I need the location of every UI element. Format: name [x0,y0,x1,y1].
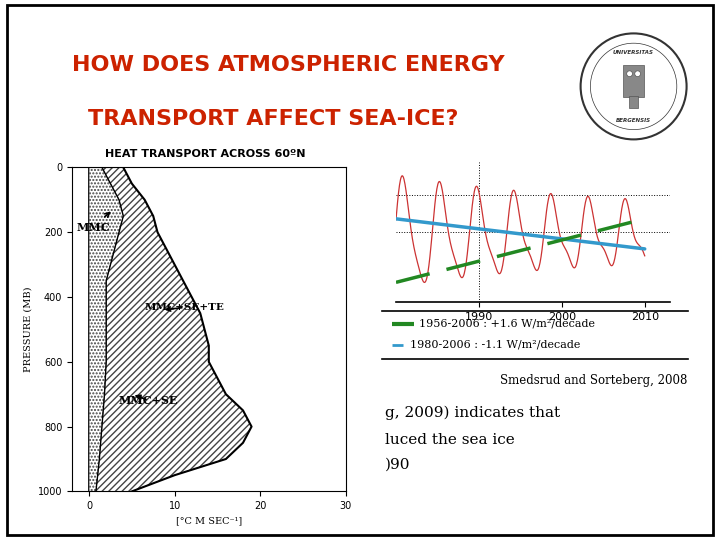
Text: BERGENSIS: BERGENSIS [616,118,651,124]
Bar [629,96,638,109]
X-axis label: [°C M SEC⁻¹]: [°C M SEC⁻¹] [176,517,242,525]
Y-axis label: PRESSURE (MB): PRESSURE (MB) [23,287,32,372]
Text: MMC: MMC [76,213,110,233]
Text: MMC+SE: MMC+SE [119,395,179,406]
Text: HEAT TRANSPORT ACROSS 60ºN: HEAT TRANSPORT ACROSS 60ºN [105,149,305,159]
Text: luced the sea ice: luced the sea ice [385,433,515,447]
Circle shape [626,71,632,77]
Text: 1980-2006 : -1.1 W/m²/decade: 1980-2006 : -1.1 W/m²/decade [410,340,581,349]
Text: TRANSPORT AFFECT SEA-ICE?: TRANSPORT AFFECT SEA-ICE? [89,109,459,129]
Text: g, 2009) indicates that: g, 2009) indicates that [385,406,560,420]
Text: )90: )90 [385,457,410,471]
Text: MMC+SE+TE: MMC+SE+TE [145,303,225,312]
Circle shape [635,71,641,77]
Text: 1956-2006 : +1.6 W/m²/decade: 1956-2006 : +1.6 W/m²/decade [419,319,595,329]
Text: Smedsrud and Sorteberg, 2008: Smedsrud and Sorteberg, 2008 [500,374,688,387]
Text: HOW DOES ATMOSPHERIC ENERGY: HOW DOES ATMOSPHERIC ENERGY [72,55,504,75]
Text: UNIVERSITAS: UNIVERSITAS [613,51,654,56]
Bar [624,65,644,97]
